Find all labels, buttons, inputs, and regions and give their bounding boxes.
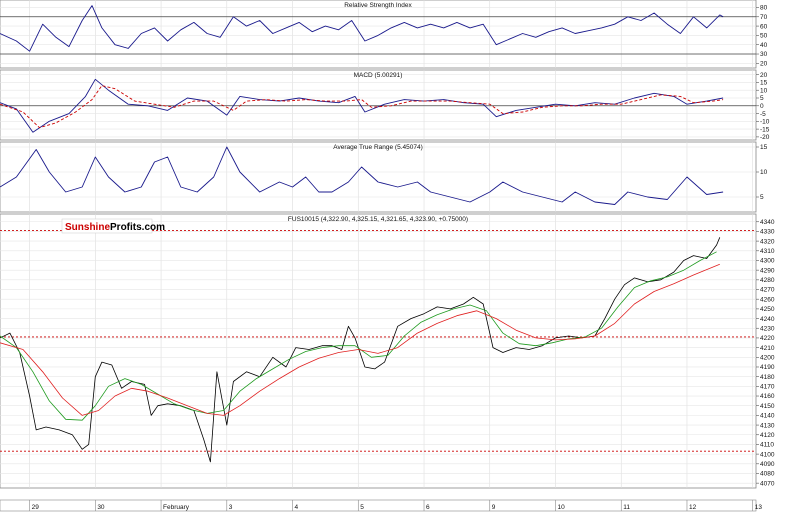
y-tick-label: 70 <box>760 14 768 21</box>
y-tick-label: 4300 <box>760 258 775 265</box>
y-tick-label: 20 <box>760 61 768 68</box>
y-tick-label: 4150 <box>760 403 775 410</box>
y-tick-label: 40 <box>760 42 768 49</box>
y-tick-label: 4260 <box>760 296 775 303</box>
y-tick-label: -15 <box>760 126 770 133</box>
brand-part1: Sunshine <box>65 222 110 233</box>
panel-title: Average True Range (5.45074) <box>333 144 423 151</box>
y-tick-label: 4200 <box>760 354 775 361</box>
y-tick-label: 50 <box>760 33 768 40</box>
y-tick-label: -5 <box>760 111 766 118</box>
y-tick-label: 4240 <box>760 316 775 323</box>
y-tick-label: 4280 <box>760 277 775 284</box>
x-tick-label: 30 <box>97 504 105 511</box>
x-axis: 29 30 February 3 4 5 6 9 10 11 12 13 <box>0 499 763 512</box>
series-line-price-0 <box>0 237 721 463</box>
y-tick-label: 4170 <box>760 384 775 391</box>
x-tick-label: February <box>163 504 190 511</box>
y-tick-label: 4070 <box>760 480 775 487</box>
panel-frame <box>0 213 757 489</box>
panel-atr: 5 10 15 Average True Range (5.45074) <box>0 141 768 213</box>
x-tick-label: 6 <box>426 504 430 511</box>
y-tick-label: 4130 <box>760 422 775 429</box>
y-tick-label: -20 <box>760 134 770 141</box>
y-tick-label: 4310 <box>760 248 775 255</box>
y-tick-label: 5 <box>760 95 764 102</box>
x-tick-label: 3 <box>229 504 233 511</box>
y-tick-label: 4140 <box>760 413 775 420</box>
panel-frame <box>0 0 757 69</box>
y-tick-label: 4090 <box>760 461 775 468</box>
panel-frame <box>0 141 757 213</box>
y-tick-label: 80 <box>760 5 768 12</box>
x-tick-label: 5 <box>360 504 364 511</box>
y-tick-label: 15 <box>760 80 768 87</box>
y-tick-label: 5 <box>760 194 764 201</box>
y-tick-label: 4210 <box>760 345 775 352</box>
panel-rsi: 20 30 40 50 60 70 80 Relative Strength Index <box>0 0 768 69</box>
y-tick-label: 4180 <box>760 374 775 381</box>
brand-part2: Profits.com <box>110 222 165 233</box>
x-tick-label: 4 <box>295 504 299 511</box>
y-tick-label: 4290 <box>760 267 775 274</box>
y-tick-label: 4110 <box>760 442 774 449</box>
y-tick-label: 0 <box>760 103 764 110</box>
x-tick-label: 12 <box>689 504 697 511</box>
y-tick-label: 4230 <box>760 325 775 332</box>
series-line-price-1 <box>0 251 717 421</box>
y-tick-label: 4270 <box>760 287 775 294</box>
y-tick-label: 4100 <box>760 451 775 458</box>
panel-title: MACD (5.00291) <box>354 72 403 79</box>
series-line-price-2 <box>0 263 720 416</box>
x-axis-frame <box>0 499 757 512</box>
panel-title: Relative Strength Index <box>344 2 412 9</box>
brand-logo: SunshineProfits.com <box>61 218 165 234</box>
panel-price: 4070 4080 4090 4100 4110 4120 4130 4140 4150 4160… <box>0 213 775 489</box>
panel-frame <box>0 69 757 141</box>
series-line-rsi-0 <box>0 5 724 52</box>
panel-title: FUS10015 (4,322.90, 4,325.15, 4,321.65, … <box>288 216 468 223</box>
svg-text:SunshineProfits.com: SunshineProfits.com <box>65 222 165 233</box>
y-tick-label: 4160 <box>760 393 775 400</box>
y-tick-label: 60 <box>760 23 768 30</box>
y-tick-label: 4220 <box>760 335 775 342</box>
y-tick-label: 10 <box>760 87 768 94</box>
y-tick-label: 15 <box>760 144 768 151</box>
y-tick-label: 4330 <box>760 229 775 236</box>
series-line-atr-0 <box>0 146 724 205</box>
x-tick-label: 13 <box>755 504 763 511</box>
y-tick-label: 10 <box>760 169 768 176</box>
x-tick-label: 29 <box>32 504 40 511</box>
x-tick-label: 11 <box>623 504 630 511</box>
y-tick-label: -10 <box>760 119 770 126</box>
x-tick-label: 10 <box>557 504 565 511</box>
y-tick-label: 30 <box>760 51 768 58</box>
y-tick-label: 4190 <box>760 364 775 371</box>
y-tick-label: 4080 <box>760 471 775 478</box>
y-tick-label: 4120 <box>760 432 775 439</box>
y-tick-label: 20 <box>760 72 768 79</box>
y-tick-label: 4250 <box>760 306 775 313</box>
x-tick-label: 9 <box>492 504 496 511</box>
y-tick-label: 4320 <box>760 238 775 245</box>
y-tick-label: 4340 <box>760 219 775 226</box>
